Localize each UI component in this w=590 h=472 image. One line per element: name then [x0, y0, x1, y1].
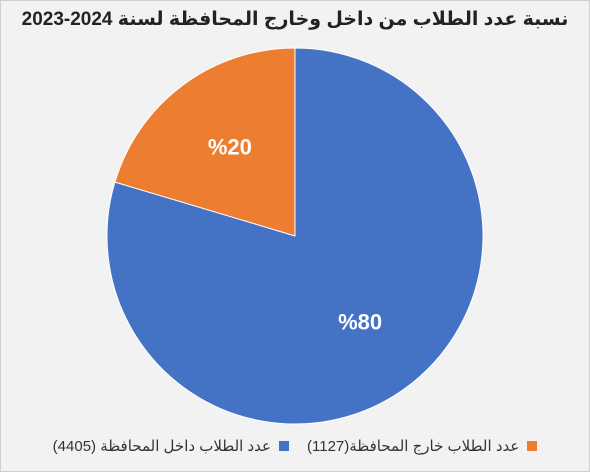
legend-label-inside-governorate: عدد الطلاب داخل المحافظة (4405): [52, 438, 271, 455]
chart-legend: عدد الطلاب خارج المحافظة(1127) عدد الطلا…: [0, 434, 590, 458]
pie-slice-outside-governorate: [114, 47, 296, 237]
legend-item-inside-governorate: عدد الطلاب داخل المحافظة (4405): [53, 437, 289, 455]
legend-swatch-outside-governorate: [527, 441, 538, 451]
pie-label-inside-governorate: %80: [338, 309, 382, 334]
legend-swatch-inside-governorate: [279, 441, 289, 451]
chart-title: نسبة عدد الطلاب من داخل وخارج المحافظة ل…: [21, 9, 569, 30]
legend-label-outside-governorate: عدد الطلاب خارج المحافظة(1127): [307, 438, 520, 455]
pie-label-outside-governorate: %20: [208, 134, 252, 159]
pie-slice-inside-governorate: [106, 47, 484, 425]
legend-item-outside-governorate: عدد الطلاب خارج المحافظة(1127): [307, 437, 538, 455]
